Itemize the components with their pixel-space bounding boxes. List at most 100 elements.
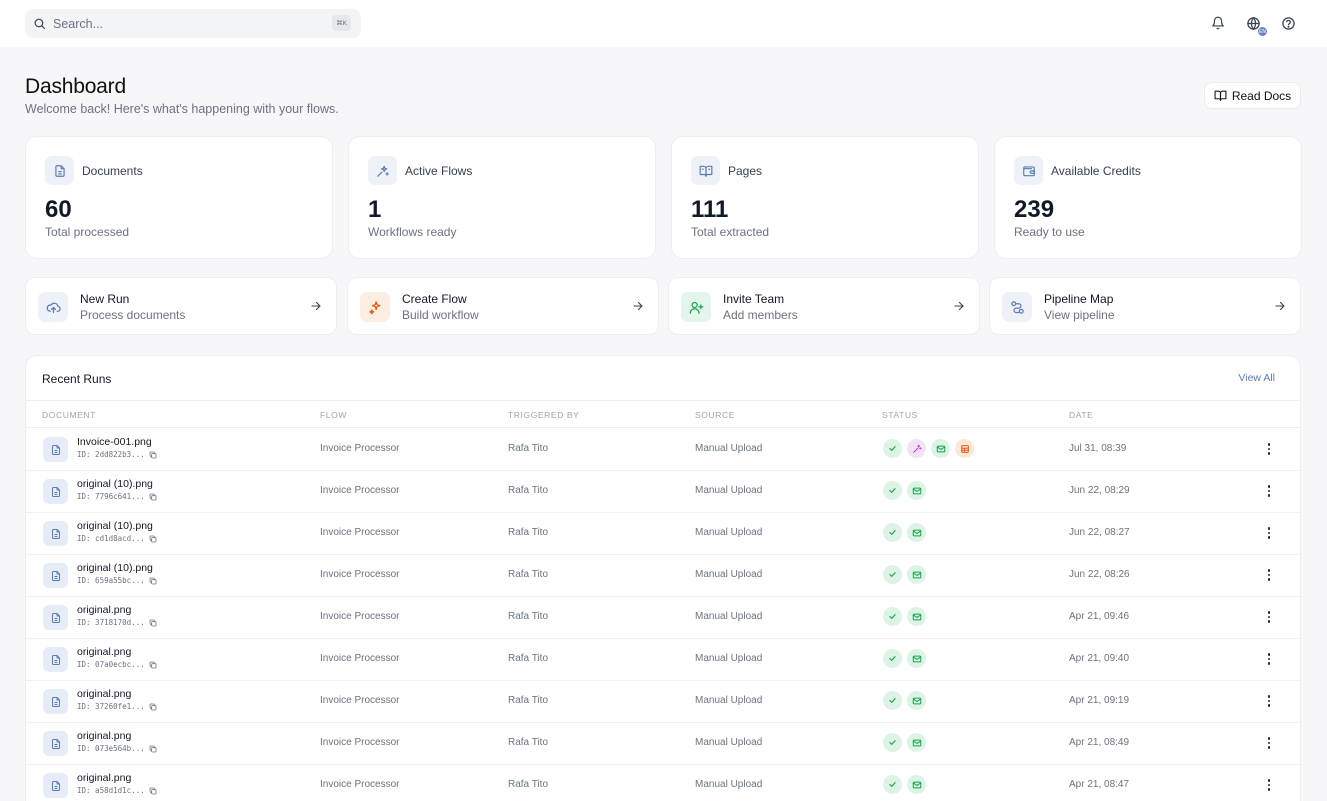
- mail-icon: [907, 523, 926, 542]
- copy-icon[interactable]: [149, 661, 157, 669]
- mail-icon: [907, 607, 926, 626]
- page-title: Dashboard: [25, 75, 126, 98]
- create-flow-button[interactable]: Create Flow Build workflow: [347, 277, 659, 335]
- pipeline-map-button[interactable]: Pipeline Map View pipeline: [989, 277, 1301, 335]
- flow-name: Invoice Processor: [320, 443, 400, 454]
- globe-icon[interactable]: EN: [1244, 14, 1268, 37]
- column-header-document: DOCUMENT: [42, 410, 96, 420]
- stat-label: Documents: [82, 164, 143, 178]
- arrow-right-icon: [633, 301, 643, 311]
- document-name[interactable]: original.png: [77, 604, 132, 616]
- more-options-icon[interactable]: [1262, 609, 1276, 625]
- more-options-icon[interactable]: [1262, 567, 1276, 583]
- check-icon: [883, 565, 902, 584]
- run-date: Jun 22, 08:27: [1069, 527, 1130, 538]
- table-row[interactable]: original.png ID: 07a0ecbc... Invoice Pro…: [26, 639, 1300, 681]
- status-chips: [883, 775, 926, 794]
- stat-label: Available Credits: [1051, 164, 1141, 178]
- run-date: Apr 21, 09:19: [1069, 695, 1130, 706]
- document-name[interactable]: original.png: [77, 772, 132, 784]
- read-docs-button[interactable]: Read Docs: [1204, 82, 1301, 109]
- action-subtitle: View pipeline: [1044, 308, 1115, 322]
- table-row[interactable]: Invoice-001.png ID: 2dd822b3... Invoice …: [26, 429, 1300, 471]
- check-icon: [883, 481, 902, 500]
- copy-icon[interactable]: [149, 451, 157, 459]
- action-title: Pipeline Map: [1044, 292, 1114, 306]
- shortcut-hint: ⌘K: [332, 15, 351, 31]
- more-options-icon[interactable]: [1262, 441, 1276, 457]
- document-name[interactable]: original (10).png: [77, 478, 153, 490]
- action-title: Create Flow: [402, 292, 467, 306]
- copy-icon[interactable]: [149, 745, 157, 753]
- sparkles-icon: [368, 156, 397, 185]
- source: Manual Upload: [695, 443, 763, 454]
- more-options-icon[interactable]: [1262, 525, 1276, 541]
- triggered-by: Rafa Tito: [508, 695, 549, 706]
- document-name[interactable]: Invoice-001.png: [77, 436, 152, 448]
- document-name[interactable]: original.png: [77, 730, 132, 742]
- page-subtitle: Welcome back! Here's what's happening wi…: [25, 102, 339, 116]
- stat-caption: Total extracted: [691, 225, 770, 239]
- status-chips: [883, 481, 926, 500]
- top-bar: Search... ⌘K EN: [0, 0, 1327, 47]
- new-run-button[interactable]: New Run Process documents: [25, 277, 337, 335]
- document-name[interactable]: original (10).png: [77, 520, 153, 532]
- status-chips: [883, 523, 926, 542]
- copy-icon[interactable]: [149, 619, 157, 627]
- triggered-by: Rafa Tito: [508, 569, 549, 580]
- run-date: Apr 21, 09:46: [1069, 611, 1130, 622]
- table-row[interactable]: original (10).png ID: 7796c641... Invoic…: [26, 471, 1300, 513]
- help-circle-icon[interactable]: [1279, 14, 1297, 32]
- column-header-source: SOURCE: [695, 410, 735, 420]
- action-title: New Run: [80, 292, 130, 306]
- table-row[interactable]: original.png ID: 37260fe1... Invoice Pro…: [26, 681, 1300, 723]
- triggered-by: Rafa Tito: [508, 653, 549, 664]
- run-date: Apr 21, 08:47: [1069, 779, 1130, 790]
- view-all-link[interactable]: View All: [1238, 372, 1275, 384]
- table-row[interactable]: original.png ID: 073e564b... Invoice Pro…: [26, 723, 1300, 765]
- document-name[interactable]: original (10).png: [77, 562, 153, 574]
- file-icon: [43, 563, 68, 588]
- status-chips: [883, 649, 926, 668]
- search-input[interactable]: Search... ⌘K: [25, 9, 361, 38]
- copy-icon[interactable]: [149, 703, 157, 711]
- copy-icon[interactable]: [149, 535, 157, 543]
- document-id-text: ID: cd1d8acd...: [77, 534, 145, 543]
- document-name[interactable]: original.png: [77, 688, 132, 700]
- table-row[interactable]: original.png ID: 3718170d... Invoice Pro…: [26, 597, 1300, 639]
- invite-team-button[interactable]: Invite Team Add members: [668, 277, 980, 335]
- table-row[interactable]: original.png ID: a58d1d1c... Invoice Pro…: [26, 765, 1300, 801]
- copy-icon[interactable]: [149, 493, 157, 501]
- stat-value: 239: [1014, 196, 1055, 223]
- run-date: Jul 31, 08:39: [1069, 443, 1127, 454]
- triggered-by: Rafa Tito: [508, 527, 549, 538]
- bell-icon[interactable]: [1209, 14, 1227, 32]
- mail-icon: [907, 691, 926, 710]
- document-id-text: ID: 073e564b...: [77, 744, 145, 753]
- document-name[interactable]: original.png: [77, 646, 132, 658]
- flow-name: Invoice Processor: [320, 485, 400, 496]
- more-options-icon[interactable]: [1262, 651, 1276, 667]
- more-options-icon[interactable]: [1262, 693, 1276, 709]
- document-id: ID: a58d1d1c...: [77, 786, 157, 795]
- more-options-icon[interactable]: [1262, 483, 1276, 499]
- run-date: Apr 21, 09:40: [1069, 653, 1130, 664]
- arrow-right-icon: [311, 301, 321, 311]
- more-options-icon[interactable]: [1262, 735, 1276, 751]
- triggered-by: Rafa Tito: [508, 443, 549, 454]
- copy-icon[interactable]: [149, 787, 157, 795]
- table-icon: [955, 439, 974, 458]
- table-row[interactable]: original (10).png ID: 659a55bc... Invoic…: [26, 555, 1300, 597]
- run-date: Jun 22, 08:26: [1069, 569, 1130, 580]
- stat-value: 60: [45, 196, 72, 223]
- stat-label: Pages: [728, 164, 763, 178]
- stat-value: 111: [691, 196, 729, 223]
- more-options-icon[interactable]: [1262, 777, 1276, 793]
- copy-icon[interactable]: [149, 577, 157, 585]
- table-row[interactable]: original (10).png ID: cd1d8acd... Invoic…: [26, 513, 1300, 555]
- route-icon: [1002, 292, 1032, 322]
- status-chips: [883, 607, 926, 626]
- stat-caption: Workflows ready: [368, 225, 457, 239]
- language-badge: EN: [1257, 26, 1268, 37]
- mail-icon: [907, 733, 926, 752]
